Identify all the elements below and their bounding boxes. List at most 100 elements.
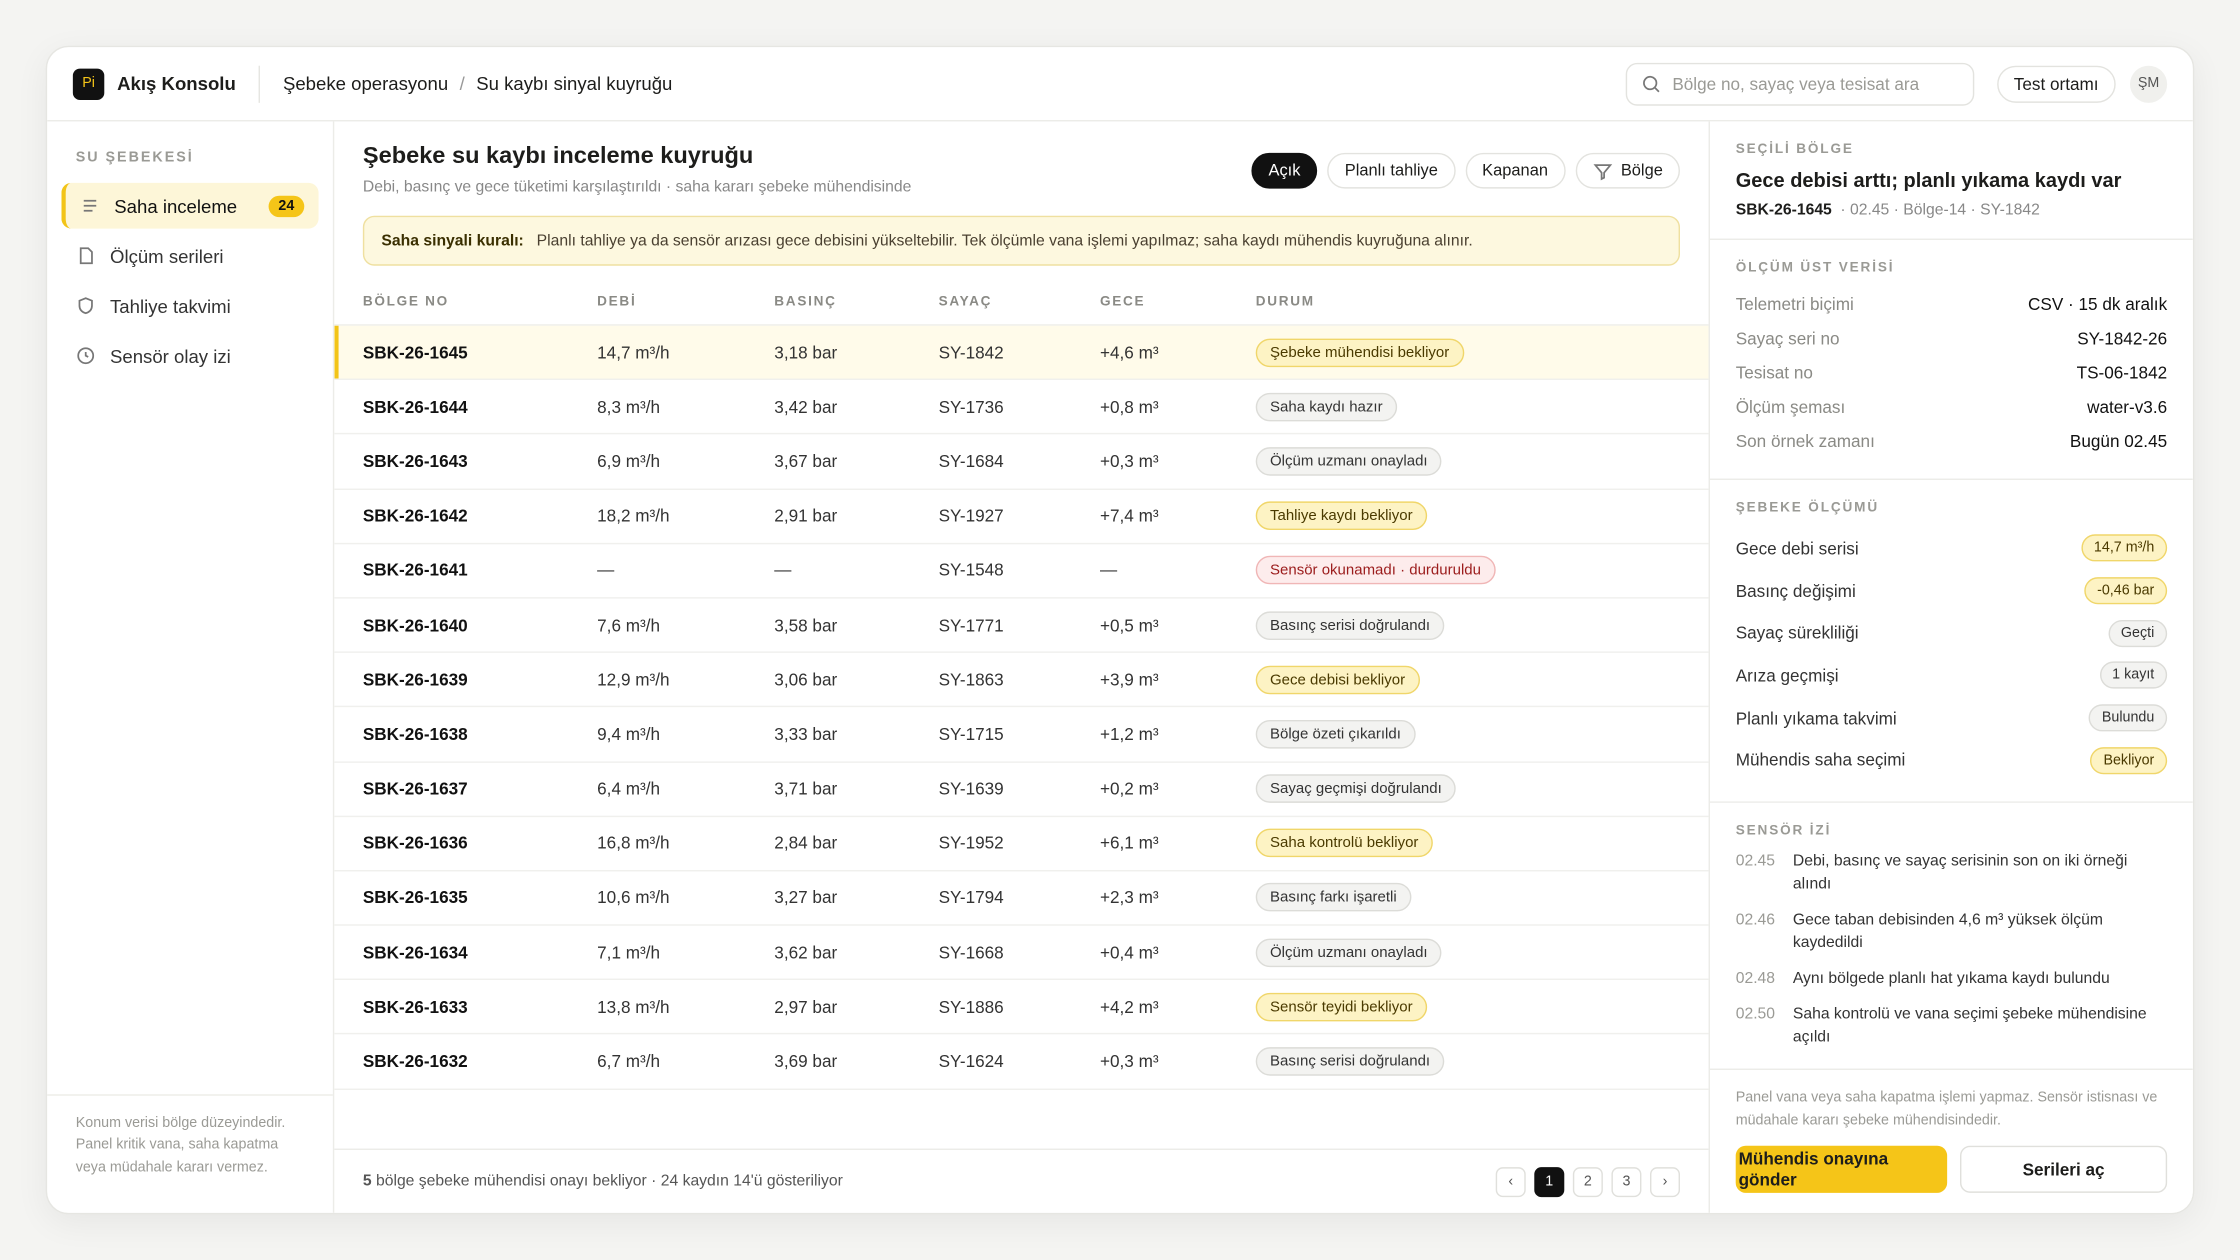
metadata-value: water-v3.6 bbox=[2087, 397, 2168, 418]
table-cell: +4,2 m³ bbox=[1099, 996, 1159, 1017]
page-button[interactable]: 2 bbox=[1572, 1166, 1603, 1197]
page-button[interactable]: 1 bbox=[1534, 1166, 1565, 1197]
status-pill: Şebeke mühendisi bekliyor bbox=[1255, 337, 1464, 367]
table-cell: SY-1668 bbox=[938, 942, 1004, 963]
measurement-row: Basınç değişimi -0,46 bar bbox=[1736, 570, 2168, 612]
table-row[interactable]: SBK-26-1643 6,9 m³/h 3,67 bar SY-1684 +0,3 m… bbox=[334, 435, 1709, 490]
table-cell: SY-1771 bbox=[938, 615, 1004, 636]
metadata-key: Ölçüm şeması bbox=[1735, 397, 1846, 418]
table-cell: +1,2 m³ bbox=[1099, 724, 1159, 745]
main-title: Şebeke su kaybı inceleme kuyruğu bbox=[362, 142, 754, 169]
panel-note: Panel vana veya saha kapatma işlemi yapm… bbox=[1735, 1089, 2158, 1128]
table-cell: 3,71 bar bbox=[774, 778, 838, 799]
table-cell: 3,69 bar bbox=[774, 1051, 838, 1072]
trail-entry: 02.48 Aynı bölgede planlı hat yıkama kayd… bbox=[1736, 967, 2167, 990]
table-cell: Sayaç geçmişi doğrulandı bbox=[1255, 774, 1709, 803]
measurement-pill: -0,46 bar bbox=[2084, 577, 2168, 605]
table-footer: 5 bölge şebeke mühendisi onayı bekliyor … bbox=[334, 1148, 1709, 1213]
table-row[interactable]: SBK-26-1635 10,6 m³/h 3,27 bar SY-1794 +2,3 … bbox=[334, 871, 1709, 926]
nav-item[interactable]: Saha inceleme 24 bbox=[61, 182, 319, 229]
nav-item[interactable]: Sensör olay izi bbox=[61, 333, 318, 379]
table-cell: Basınç serisi doğrulandı bbox=[1255, 1047, 1709, 1076]
table-row[interactable]: SBK-26-1641 — — SY-1548 — Sensör okunamadı · … bbox=[334, 544, 1709, 599]
metadata-key: Tesisat no bbox=[1735, 362, 1813, 383]
metadata-value: Bugün 02.45 bbox=[2069, 431, 2168, 452]
table-cell: 2,91 bar bbox=[774, 505, 838, 526]
column-header: DEBİ bbox=[597, 294, 637, 310]
table-cell: Sensör okunamadı · durduruldu bbox=[1255, 556, 1709, 585]
filter-label: Bölge bbox=[1620, 162, 1663, 180]
trail-text: Saha kontrolü ve vana seçimi şebeke mühe… bbox=[1792, 1005, 2147, 1046]
rule-text: Planlı tahliye ya da sensör arızası gece… bbox=[536, 232, 1473, 250]
measurement-label: Planlı yıkama takvimi bbox=[1735, 707, 1897, 728]
table-cell: SY-1794 bbox=[938, 887, 1004, 908]
table-row[interactable]: SBK-26-1636 16,8 m³/h 2,84 bar SY-1952 +6,1 … bbox=[334, 817, 1709, 872]
table-cell: +0,3 m³ bbox=[1099, 1051, 1159, 1072]
icon bbox=[83, 199, 97, 212]
table-cell: SBK-26-1632 bbox=[362, 1051, 468, 1072]
trail-entry: 02.45 Debi, basınç ve sayaç serisinin son… bbox=[1736, 850, 2167, 896]
primary-button[interactable]: Mühendis onayına gönder bbox=[1735, 1145, 1948, 1193]
table-cell: SY-1863 bbox=[938, 669, 1004, 690]
metadata-key: Sayaç seri no bbox=[1735, 328, 1840, 349]
table-cell: 18,2 m³/h bbox=[597, 505, 670, 526]
table-cell: 12,9 m³/h bbox=[597, 669, 670, 690]
table-row[interactable]: SBK-26-1633 13,8 m³/h 2,97 bar SY-1886 +4,2 … bbox=[334, 980, 1709, 1035]
table-row[interactable]: SBK-26-1644 8,3 m³/h 3,42 bar SY-1736 +0,8 m… bbox=[334, 380, 1709, 435]
secondary-button[interactable]: Serileri aç bbox=[1959, 1145, 2168, 1193]
table-cell: 2,84 bar bbox=[774, 833, 838, 854]
table-cell: +0,4 m³ bbox=[1099, 942, 1159, 963]
column-header: SAYAÇ bbox=[938, 294, 993, 310]
table-row[interactable]: SBK-26-1642 18,2 m³/h 2,91 bar SY-1927 +7,4 … bbox=[334, 489, 1709, 544]
table-row[interactable]: SBK-26-1645 14,7 m³/h 3,18 bar SY-1842 +4,6 … bbox=[334, 325, 1709, 381]
table-cell: 7,1 m³/h bbox=[597, 942, 661, 963]
table-cell: 9,4 m³/h bbox=[597, 724, 661, 745]
nav-item[interactable]: Ölçüm serileri bbox=[61, 233, 318, 279]
trail-time: 02.46 bbox=[1735, 911, 1776, 929]
table-cell: SY-1736 bbox=[938, 396, 1004, 417]
page-button[interactable]: ‹ bbox=[1495, 1166, 1526, 1197]
trail-section: SENSÖR İZİ 02.45 Debi, basınç ve sayaç ser… bbox=[1709, 803, 2193, 1082]
pagination: ‹ 1 2 3 › bbox=[1495, 1166, 1680, 1197]
filter-chip[interactable]: Açık bbox=[1251, 152, 1318, 189]
rule-banner: Saha sinyali kuralı: Planlı tahliye ya da… bbox=[362, 215, 1680, 266]
table-cell: Gece debisi bekliyor bbox=[1255, 665, 1709, 694]
metadata-row: Tesisat no TS-06-1842 bbox=[1736, 356, 2167, 390]
table-cell: SBK-26-1636 bbox=[362, 833, 468, 854]
table-row[interactable]: SBK-26-1639 12,9 m³/h 3,06 bar SY-1863 +3,9 … bbox=[334, 653, 1709, 708]
table-cell: 3,67 bar bbox=[774, 451, 838, 472]
table-cell: SY-1639 bbox=[938, 778, 1004, 799]
search-placeholder: Bölge no, sayaç veya tesisat ara bbox=[1672, 73, 1920, 94]
search-box[interactable]: Bölge no, sayaç veya tesisat ara bbox=[1625, 62, 1974, 105]
nav-item[interactable]: Tahliye takvimi bbox=[61, 283, 318, 329]
breadcrumb-item[interactable]: Şebeke operasyonu bbox=[282, 72, 449, 95]
environment-chip[interactable]: Test ortamı bbox=[1996, 64, 2116, 103]
measurement-pill: Bulundu bbox=[2088, 704, 2168, 732]
measurement-label: Arıza geçmişi bbox=[1735, 665, 1839, 686]
filter-chip[interactable]: Kapanan bbox=[1465, 152, 1566, 189]
measurement-row: Planlı yıkama takvimi Bulundu bbox=[1735, 697, 2168, 739]
table-cell: 6,9 m³/h bbox=[597, 451, 661, 472]
table-cell: SY-1548 bbox=[938, 560, 1004, 581]
table-cell: 6,4 m³/h bbox=[597, 778, 661, 799]
avatar[interactable]: ŞM bbox=[2129, 64, 2168, 103]
filter-label: Planlı tahliye bbox=[1344, 162, 1438, 180]
column-header: BÖLGE NO bbox=[362, 294, 449, 310]
table-cell: Ölçüm uzmanı onayladı bbox=[1255, 938, 1709, 967]
table-row[interactable]: SBK-26-1640 7,6 m³/h 3,58 bar SY-1771 +0,5 m… bbox=[334, 598, 1709, 654]
filter-chip[interactable]: Bölge bbox=[1575, 152, 1680, 189]
main-panel: Şebeke su kaybı inceleme kuyruğu Debi, ba… bbox=[334, 121, 1709, 1213]
filter-chip[interactable]: Planlı tahliye bbox=[1327, 152, 1456, 189]
page-button[interactable]: › bbox=[1649, 1166, 1680, 1197]
page-button[interactable]: 3 bbox=[1611, 1166, 1642, 1197]
metadata-row: Telemetri biçimi CSV · 15 dk aralık bbox=[1736, 287, 2167, 321]
table-cell: +0,3 m³ bbox=[1099, 451, 1159, 472]
column-header: GECE bbox=[1099, 294, 1146, 310]
table-row[interactable]: SBK-26-1638 9,4 m³/h 3,33 bar SY-1715 +1,2 m… bbox=[334, 708, 1709, 763]
table-cell: 3,27 bar bbox=[774, 887, 838, 908]
table-row[interactable]: SBK-26-1634 7,1 m³/h 3,62 bar SY-1668 +0,4 m… bbox=[334, 926, 1709, 981]
table-row[interactable]: SBK-26-1637 6,4 m³/h 3,71 bar SY-1639 +0,2 m… bbox=[334, 762, 1709, 817]
nav-label: Saha inceleme bbox=[114, 194, 238, 217]
table-row[interactable]: SBK-26-1632 6,7 m³/h 3,69 bar SY-1624 +0,3 m… bbox=[334, 1035, 1709, 1090]
table-cell: Tahliye kaydı bekliyor bbox=[1255, 501, 1709, 531]
